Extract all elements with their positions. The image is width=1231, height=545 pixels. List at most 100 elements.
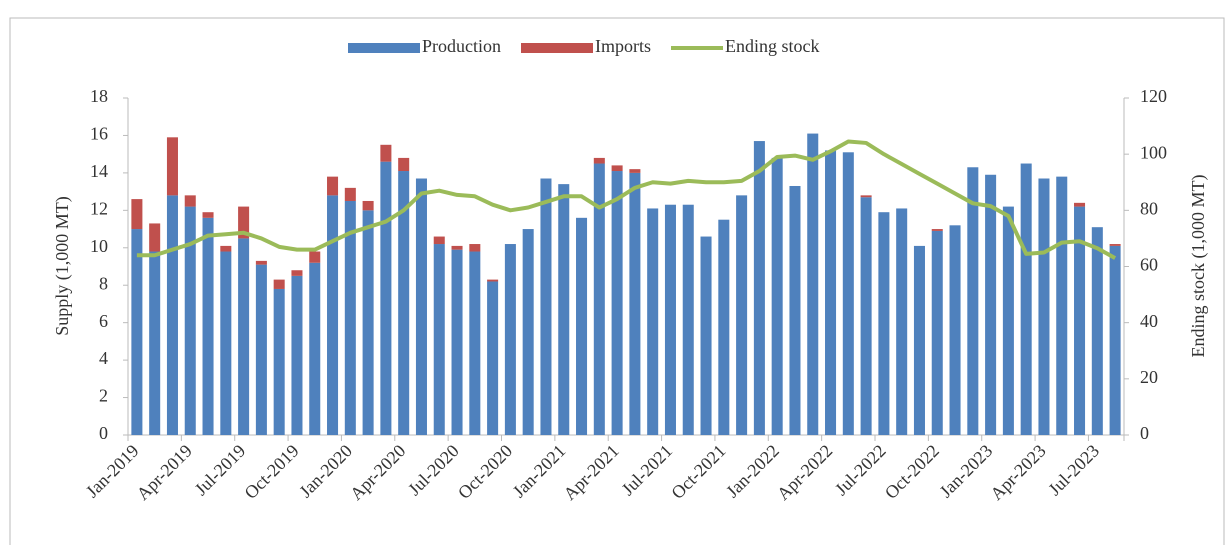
bar-segment [967,167,979,435]
x-tick-label: Jan-2021 [509,441,570,502]
bar-segment [166,137,178,196]
y-tick-label: 18 [90,86,108,106]
bar-segment [362,210,374,435]
y-axis-title: Supply (1,000 MT) [52,196,73,336]
bar-segment [238,238,250,435]
y2-axis-title: Ending stock (1,000 MT) [1188,175,1209,358]
bar-segment [1109,245,1121,435]
bar-segment [309,251,321,263]
bar-segment [327,176,339,196]
y-tick-label: 2 [99,386,108,406]
x-tick-label: Apr-2023 [986,441,1049,504]
bar-segment [1109,244,1121,246]
x-tick-label: Oct-2022 [881,441,943,503]
bar-segment [1038,178,1050,435]
bar-segment [807,133,819,436]
y2-tick-label: 100 [1140,142,1167,162]
x-tick-label: Apr-2022 [773,441,836,504]
bar-segment [184,206,196,435]
bar-segment [166,195,178,435]
bar-segment [647,208,659,435]
bar-segment [576,217,588,435]
bar-segment [593,163,605,435]
bar-segment [1002,206,1014,435]
bar-segment [327,195,339,435]
bar-segment [238,206,250,239]
bar-segment [878,212,890,435]
x-tick-label: Apr-2019 [133,441,196,504]
bar-segment [718,219,730,435]
bar-segment [469,244,481,252]
x-tick-label: Oct-2020 [454,441,516,503]
x-tick-label: Jul-2020 [404,441,463,500]
bar-segment [149,251,161,435]
y-tick-label: 8 [99,273,108,293]
y-tick-label: 14 [90,161,108,181]
y2-tick-label: 0 [1140,423,1149,443]
bar-segment [220,245,232,252]
bar-segment [273,288,285,435]
bar-segment [664,204,676,435]
bar-segment [131,199,143,230]
legend-label: Production [422,36,501,56]
bar-segment [842,152,854,436]
y2-tick-label: 60 [1140,255,1158,275]
y-tick-label: 10 [90,236,108,256]
bar-segment [682,204,694,435]
chart-frame [9,17,1225,545]
bar-segment [540,178,552,435]
bar-segment [860,197,872,435]
bar-segment [398,157,410,172]
x-tick-label: Jul-2021 [618,441,677,500]
bar-segment [220,251,232,435]
y2-tick-label: 20 [1140,367,1158,387]
bar-segment [433,236,445,245]
x-tick-label: Jan-2020 [295,441,356,502]
bar-segment [896,208,908,435]
bar-segment [202,217,214,435]
bar-segment [931,230,943,435]
y2-tick-label: 40 [1140,311,1158,331]
bar-segment [451,245,463,250]
bar-segment [131,229,143,435]
bar-segment [1020,163,1032,435]
bar-segment [611,165,623,172]
bar-segment [629,172,641,435]
bar-segment [1091,227,1103,435]
bar-segment [398,171,410,435]
y-tick-label: 0 [99,423,108,443]
bar-segment [558,184,570,435]
bar-segment [611,171,623,435]
bar-segment [451,249,463,435]
x-tick-label: Apr-2020 [346,441,409,504]
bar-segment [860,195,872,198]
bar-segment [184,195,196,207]
y2-tick-label: 80 [1140,198,1158,218]
bar-segment [593,157,605,164]
y-tick-label: 12 [90,198,108,218]
bar-segment [415,178,427,435]
x-tick-label: Jan-2023 [936,441,997,502]
x-tick-label: Oct-2021 [667,441,729,503]
bar-segment [433,244,445,435]
legend-label: Ending stock [725,36,820,56]
bar-segment [931,229,943,231]
bar-segment [913,245,925,435]
bar-segment [309,262,321,435]
y2-tick-label: 120 [1140,86,1167,106]
bar-segment [949,225,961,435]
bar-segment [753,141,765,436]
bar-segment [504,244,516,435]
bar-segment [700,236,712,435]
bar-segment [985,174,997,435]
bar-segment [273,279,285,289]
x-tick-label: Jul-2022 [831,441,890,500]
bar-segment [291,275,303,435]
x-tick-label: Jan-2019 [82,441,143,502]
bar-segment [344,187,356,201]
bar-segment [380,144,392,162]
bar-segment [255,264,267,435]
line [136,139,1117,260]
bar-segment [255,260,267,265]
